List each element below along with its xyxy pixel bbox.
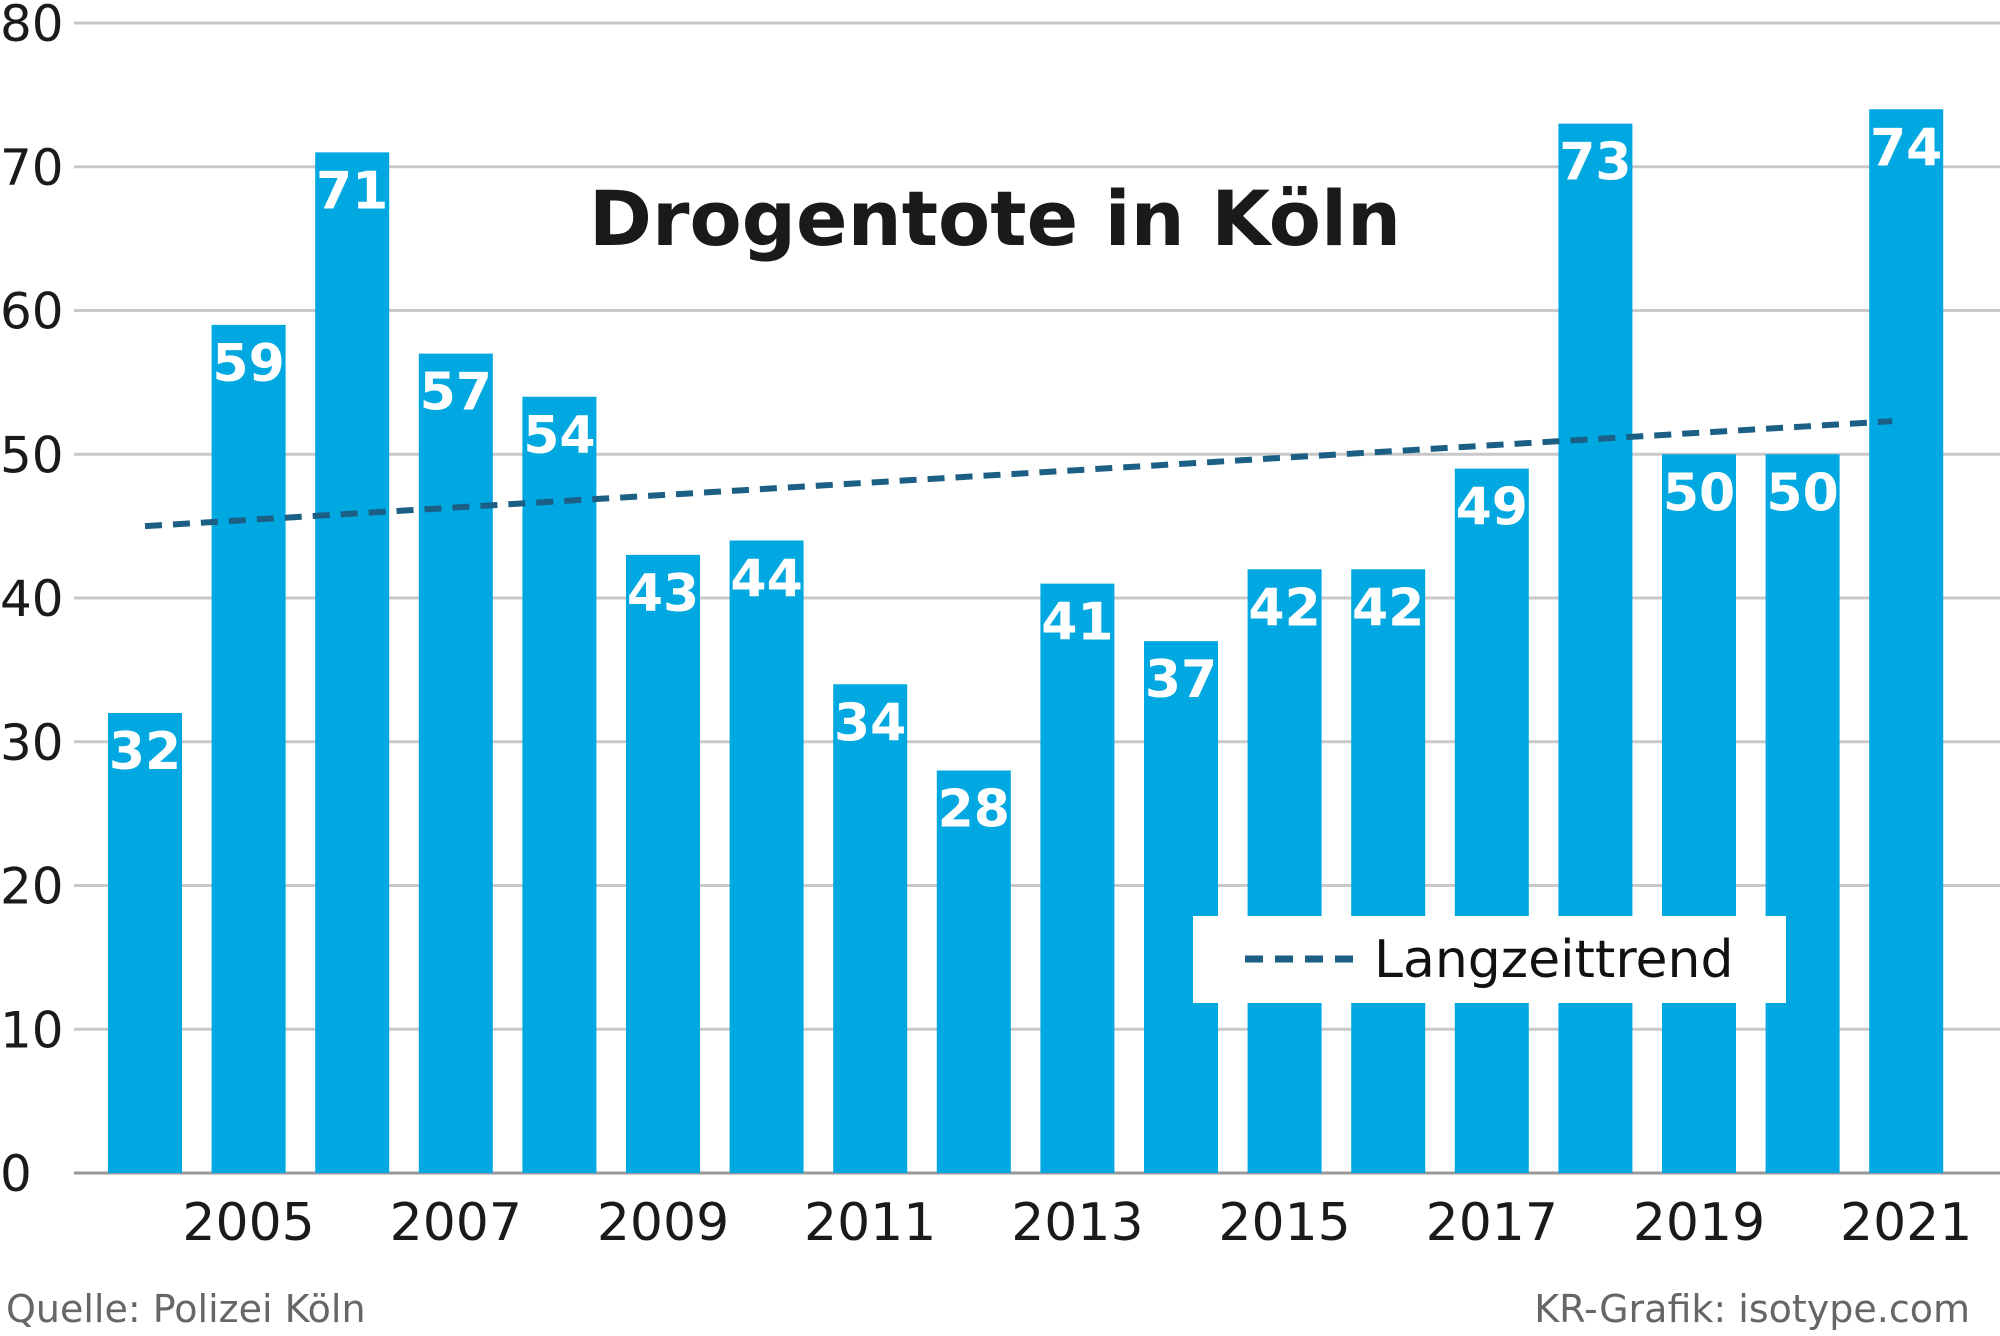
x-tick-label: 2009 (597, 1193, 729, 1253)
data-label-2021: 74 (1870, 118, 1942, 178)
bar-2006 (315, 152, 390, 1173)
bar-2005 (211, 324, 286, 1173)
y-tick-label: 20 (0, 858, 64, 916)
x-tick-label: 2007 (390, 1193, 522, 1253)
data-label-2009: 43 (627, 564, 699, 624)
data-label-2012: 28 (938, 780, 1010, 840)
data-label-2004: 32 (109, 722, 181, 782)
bar-2018 (1558, 123, 1633, 1173)
bar-2017 (1454, 468, 1529, 1173)
data-label-2011: 34 (834, 693, 906, 753)
bar-2011 (833, 684, 908, 1173)
x-tick-label: 2015 (1218, 1193, 1350, 1253)
bar-2009 (626, 554, 700, 1173)
chart-title: Drogentote in Köln (589, 174, 1401, 263)
legend: Langzeittrend (1193, 916, 1786, 1003)
x-tick-label: 2011 (804, 1193, 936, 1253)
data-label-2007: 57 (420, 363, 492, 423)
source-text: Quelle: Polizei Köln (6, 1287, 366, 1331)
data-label-2016: 42 (1352, 578, 1424, 638)
y-tick-label: 80 (0, 0, 64, 53)
bar-2004 (108, 713, 182, 1173)
data-label-2020: 50 (1766, 463, 1838, 523)
x-tick-label: 2021 (1840, 1193, 1972, 1253)
y-tick-label: 40 (0, 570, 64, 628)
data-label-2006: 71 (316, 161, 388, 221)
y-tick-label: 70 (0, 139, 64, 197)
y-tick-label: 50 (0, 426, 64, 484)
data-label-2019: 50 (1663, 463, 1735, 523)
bar-2012 (936, 770, 1011, 1173)
y-tick-label: 30 (0, 714, 64, 772)
bar-2013 (1040, 583, 1115, 1173)
bar-2008 (522, 396, 597, 1173)
y-tick-label: 60 (0, 283, 64, 341)
x-tick-label: 2019 (1633, 1193, 1765, 1253)
credit-text: KR-Grafik: isotype.com (1534, 1287, 1970, 1331)
data-label-2005: 59 (212, 334, 284, 394)
data-label-2018: 73 (1559, 133, 1631, 193)
bar-2019 (1662, 454, 1736, 1173)
bar-2007 (418, 353, 493, 1173)
data-label-2015: 42 (1248, 578, 1320, 638)
x-tick-label: 2017 (1426, 1193, 1558, 1253)
bar-2015 (1247, 569, 1322, 1173)
bar-2016 (1351, 569, 1426, 1173)
trend-line (144, 418, 1893, 530)
data-label-2014: 37 (1145, 650, 1217, 710)
bar-2021 (1869, 109, 1944, 1173)
y-tick-label: 10 (0, 1001, 64, 1059)
x-tick-label: 2005 (182, 1193, 314, 1253)
data-label-2010: 44 (730, 550, 802, 610)
y-tick-label: 0 (0, 1145, 32, 1203)
data-label-2008: 54 (523, 406, 595, 466)
bar-2010 (729, 540, 804, 1173)
x-tick-label: 2013 (1011, 1193, 1143, 1253)
data-label-2013: 41 (1041, 593, 1113, 653)
bar-2020 (1765, 454, 1840, 1173)
bar-2014 (1144, 641, 1218, 1173)
legend-label: Langzeittrend (1374, 930, 1734, 990)
data-label-2017: 49 (1456, 478, 1528, 538)
